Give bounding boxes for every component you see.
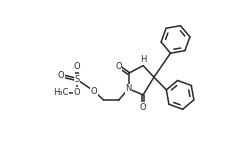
Text: S: S	[74, 75, 79, 84]
Text: O: O	[57, 71, 64, 80]
Text: O: O	[74, 62, 80, 71]
Text: O: O	[74, 88, 80, 97]
Text: O: O	[90, 87, 97, 96]
Text: O: O	[115, 62, 122, 71]
Text: N: N	[125, 84, 132, 93]
Text: H: H	[140, 55, 146, 64]
Text: O: O	[140, 103, 147, 112]
Text: H₃C: H₃C	[53, 88, 68, 97]
